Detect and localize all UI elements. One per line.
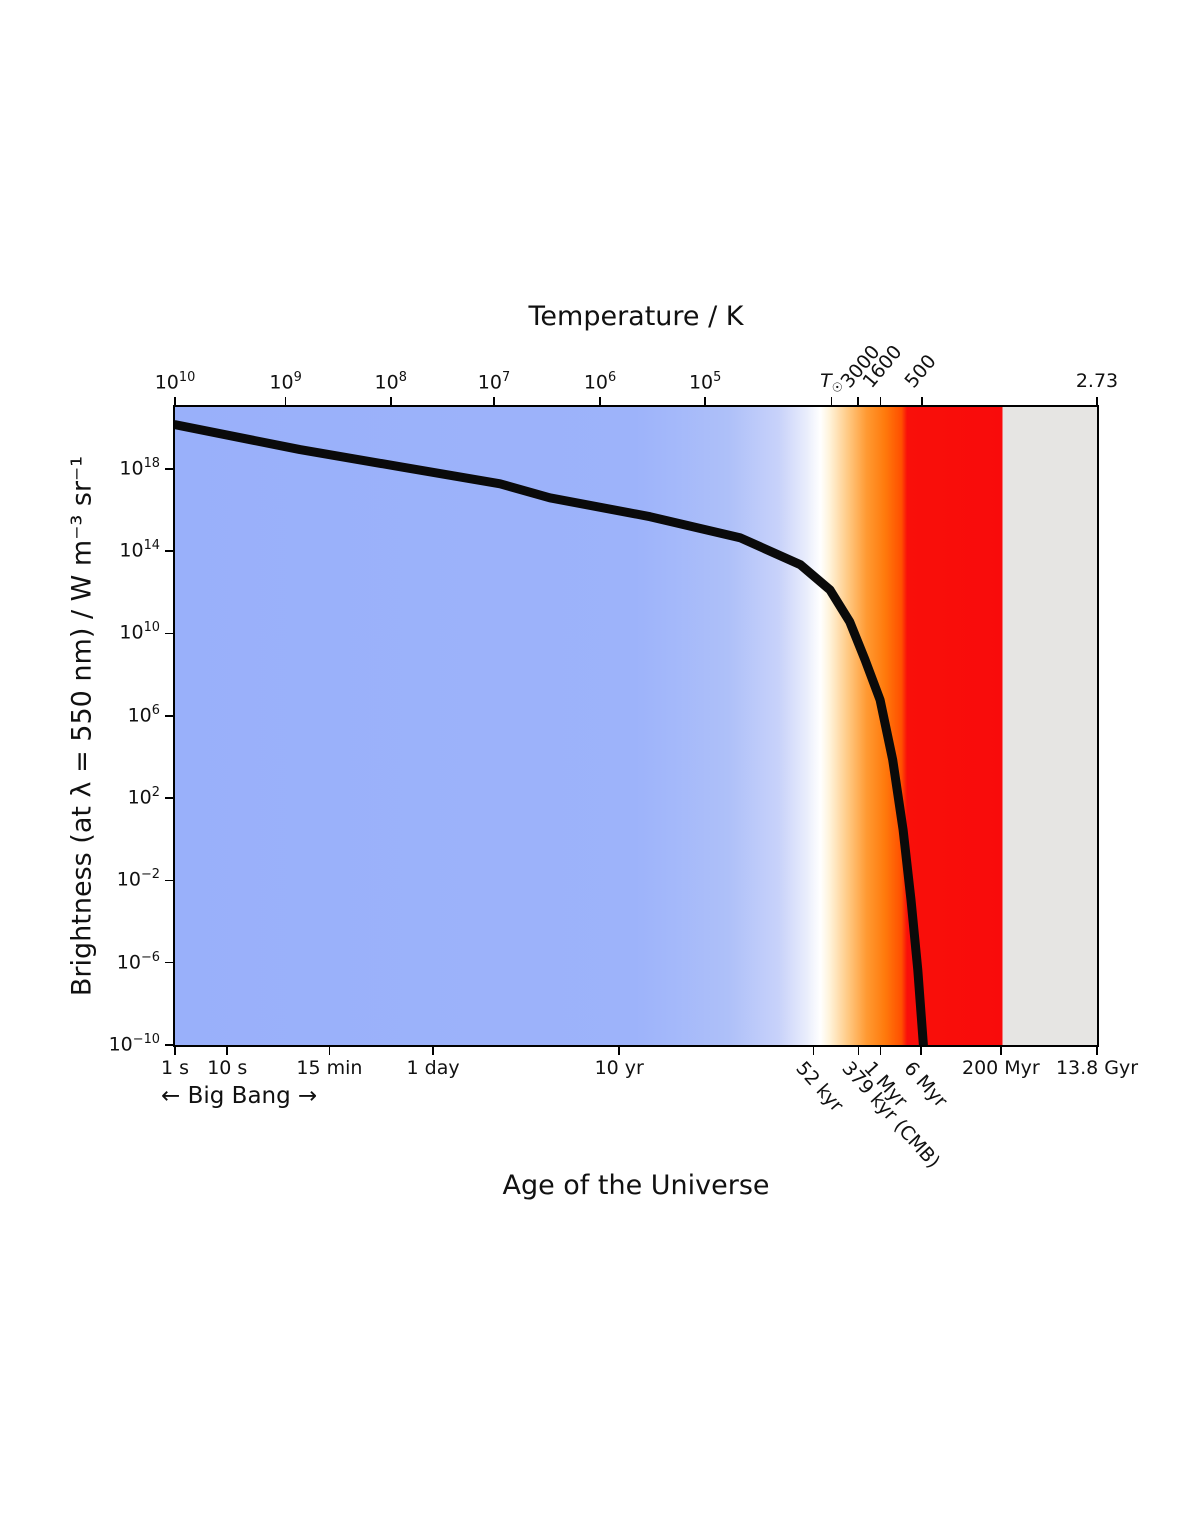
top-axis-tick <box>599 397 601 405</box>
bottom-axis-tick-label: 1 day <box>406 1057 460 1079</box>
top-axis-tick <box>284 397 287 405</box>
top-axis-tick <box>493 397 495 405</box>
y-axis-tick-label: 1010 <box>119 620 160 644</box>
top-axis-tick-label: 107 <box>477 370 511 394</box>
top-axis-tick <box>879 397 882 405</box>
bottom-axis-tick-label: 1 s <box>160 1057 190 1079</box>
y-axis-tick-label: 102 <box>127 785 160 809</box>
bottom-axis-tick <box>174 1047 176 1055</box>
bottom-axis-tick-label: 10 yr <box>594 1057 644 1079</box>
top-axis-tick <box>389 397 392 405</box>
bottom-axis-tick <box>226 1047 229 1055</box>
top-axis-tick <box>830 397 833 405</box>
top-axis-tick <box>704 397 706 405</box>
top-axis-tick <box>174 397 176 405</box>
bottom-axis-tick-label: 13.8 Gyr <box>1055 1057 1139 1079</box>
y-axis-tick-label: 10−10 <box>108 1032 160 1056</box>
top-axis-tick-label: 500 <box>900 350 941 393</box>
y-axis-tick-label: 1014 <box>119 538 160 562</box>
y-axis-tick <box>165 632 173 635</box>
big-bang-annotation: ← Big Bang → <box>161 1083 318 1109</box>
y-axis-tick <box>165 961 173 964</box>
bottom-axis-tick-label: 52 kyr <box>791 1057 849 1117</box>
bottom-axis-tick <box>432 1047 434 1055</box>
top-axis-tick <box>857 397 859 405</box>
y-axis-tick <box>165 550 173 552</box>
y-axis-tick <box>165 467 173 470</box>
top-axis-title: Temperature / K <box>528 301 744 332</box>
brightness-curve-path <box>175 420 928 1045</box>
bottom-axis-tick-label: 200 Myr <box>961 1057 1040 1079</box>
top-axis-tick-label: 106 <box>583 370 617 394</box>
bottom-axis-tick-label: 10 s <box>207 1057 248 1079</box>
y-axis-tick <box>165 797 173 799</box>
bottom-axis-tick <box>618 1047 621 1055</box>
top-axis-tick <box>921 397 923 405</box>
bottom-axis-tick <box>812 1047 815 1055</box>
y-axis-tick-label: 106 <box>127 702 160 727</box>
bottom-axis-tick <box>1000 1047 1002 1055</box>
bottom-axis-title: Age of the Universe <box>502 1170 770 1201</box>
y-axis-tick <box>165 879 173 882</box>
y-axis-tick-label: 1018 <box>119 455 160 480</box>
plot-area <box>175 407 1097 1045</box>
y-axis-tick <box>165 1044 173 1046</box>
y-axis-tick <box>165 714 173 717</box>
top-axis-tick-label: 1010 <box>154 370 196 394</box>
y-axis-tick-label: 10−2 <box>116 867 160 891</box>
bottom-axis-tick <box>1096 1047 1098 1055</box>
top-axis-tick-label: 109 <box>269 370 302 394</box>
top-axis-tick-label: 2.73 <box>1075 370 1119 392</box>
top-axis-tick-label: T☉ <box>820 370 843 395</box>
bottom-axis-tick <box>328 1047 331 1055</box>
bottom-axis-tick <box>879 1047 882 1055</box>
top-axis-tick <box>1096 397 1098 405</box>
top-axis-tick-label: 105 <box>688 370 722 394</box>
bottom-axis-tick <box>920 1047 923 1055</box>
brightness-curve <box>175 420 928 1045</box>
top-axis-tick-label: 108 <box>374 370 407 394</box>
y-axis-tick-label: 10−6 <box>116 949 160 973</box>
bottom-axis-tick <box>857 1047 860 1055</box>
bottom-axis-tick-label: 15 min <box>296 1057 363 1079</box>
bottom-axis-tick-label: 6 Myr <box>899 1057 952 1112</box>
